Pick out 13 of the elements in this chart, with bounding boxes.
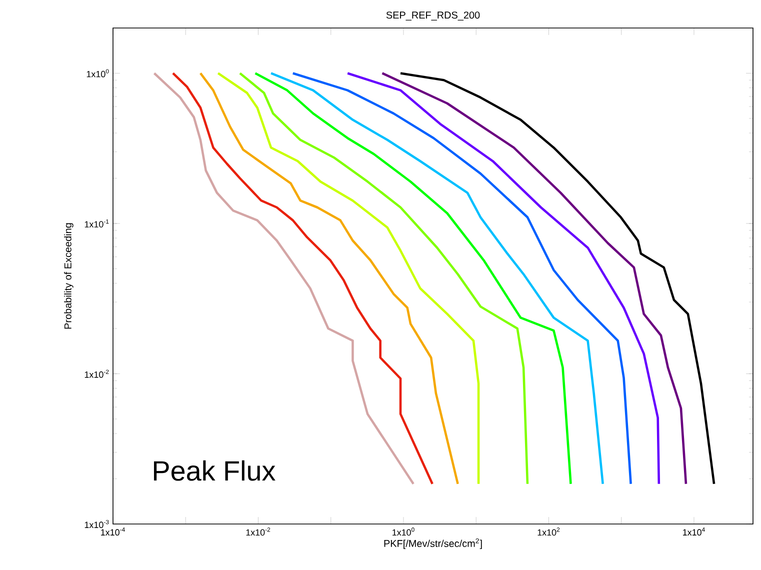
x-tick-label: 1x10$^{0}$ — [392, 528, 414, 536]
x-tick-label: 1x10$^{4}$ — [683, 528, 705, 536]
y-tick-label: 1x10$^{-1}$ — [84, 219, 109, 228]
x-tick-label: 1x10$^{-2}$ — [246, 528, 270, 536]
chart-title: SEP_REF_RDS_200 — [386, 12, 480, 21]
x-tick-label: 1x10$^{2}$ — [538, 528, 560, 536]
annotation: Peak Flux — [154, 460, 276, 481]
y-tick-label: 1x10$^{-2}$ — [84, 370, 109, 378]
y-tick-label: 1x10$^{-3}$ — [84, 520, 109, 528]
y-tick-label: 1x10$^{0}$ — [86, 69, 109, 78]
x-axis-title: PKF[/Mev/str/sec/cm$^{2}$] — [384, 538, 482, 549]
x-tick-label: 1x10$^{-4}$ — [101, 528, 125, 536]
y-axis-title: Probability of Exceeding — [64, 223, 74, 329]
